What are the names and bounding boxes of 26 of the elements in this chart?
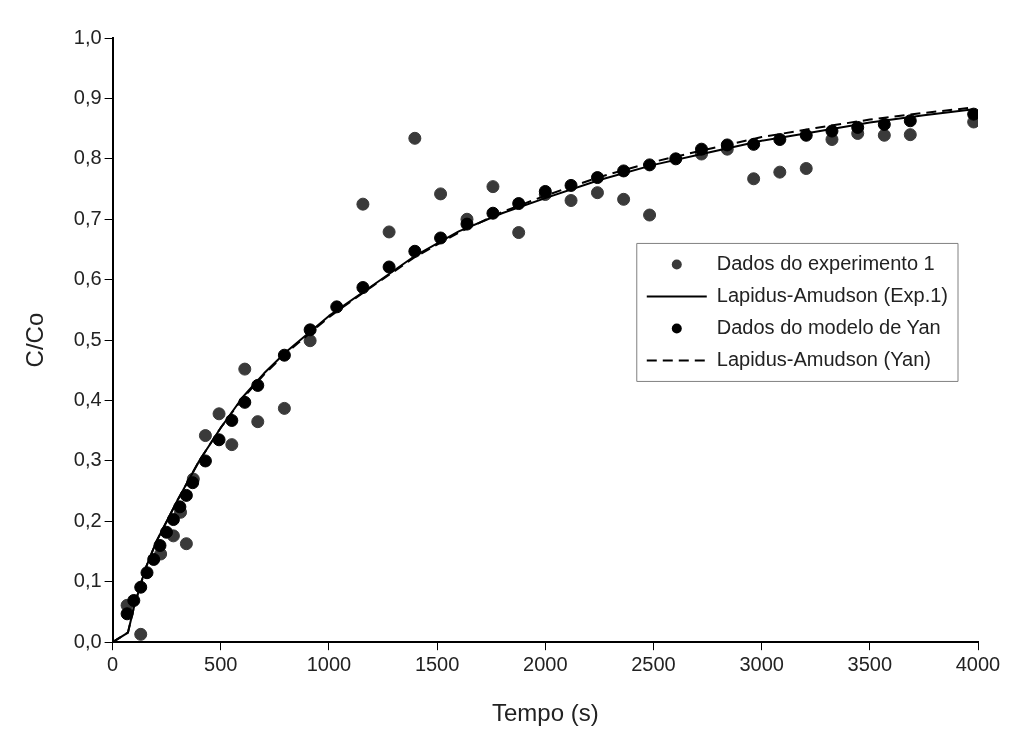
y-tick-label: 0,1 <box>73 569 102 592</box>
y-tick-label: 1,0 <box>73 25 102 48</box>
y-axis-title: C/Co <box>21 312 49 368</box>
legend-label: Lapidus-Amudson (Yan) <box>716 347 931 370</box>
legend-label: Dados do modelo de Yan <box>716 315 941 338</box>
x-tick-label: 2000 <box>523 652 568 675</box>
y-tick-label: 0,8 <box>73 146 102 169</box>
x-tick-label: 1000 <box>306 652 352 675</box>
x-tick-label: 3000 <box>739 652 784 675</box>
x-tick-label: 2500 <box>631 652 676 675</box>
x-axis-title: Tempo (s) <box>491 699 599 727</box>
y-tick-label: 0,6 <box>73 267 102 290</box>
y-tick-label: 0,0 <box>73 629 102 652</box>
y-tick-label: 0,3 <box>73 448 102 471</box>
x-tick-label: 3500 <box>847 652 893 675</box>
x-tick-label: 0 <box>107 652 119 675</box>
x-tick-label: 500 <box>204 652 238 675</box>
y-tick-label: 0,9 <box>73 85 102 108</box>
y-tick-label: 0,5 <box>73 327 102 350</box>
legend-label: Dados do experimento 1 <box>716 251 935 274</box>
legend-label: Lapidus-Amudson (Exp.1) <box>716 283 948 306</box>
y-tick-label: 0,4 <box>73 388 102 411</box>
y-tick-label: 0,7 <box>73 206 102 229</box>
x-tick-label: 1500 <box>414 652 460 675</box>
x-tick-label: 4000 <box>955 652 1001 675</box>
y-tick-label: 0,2 <box>73 508 102 531</box>
